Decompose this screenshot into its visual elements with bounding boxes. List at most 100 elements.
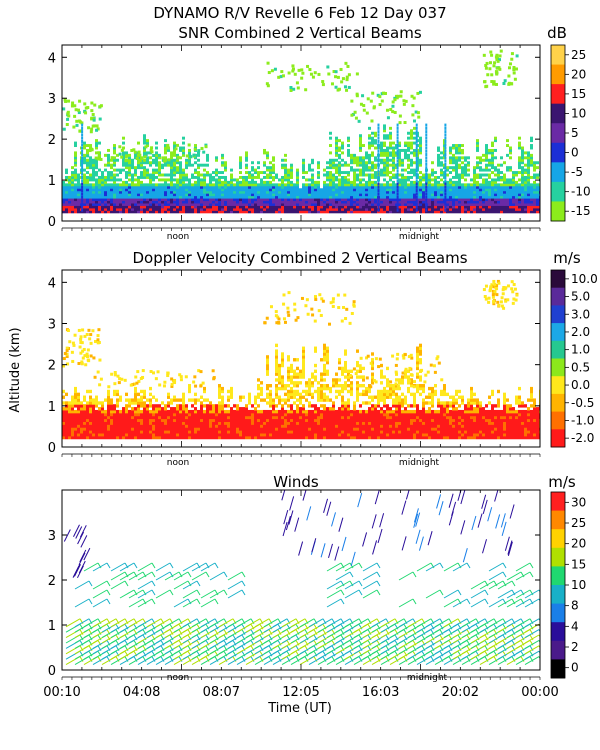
snr-cell <box>362 207 365 211</box>
doppler-cell <box>71 398 74 402</box>
snr-cell <box>371 180 374 184</box>
doppler-cell <box>161 421 164 425</box>
snr-cell <box>176 188 179 192</box>
snr-cell <box>530 161 533 165</box>
snr-cell <box>452 200 455 204</box>
doppler-cell <box>269 418 272 422</box>
snr-cell <box>488 202 491 206</box>
doppler-cell <box>74 435 77 440</box>
snr-cell <box>224 175 227 179</box>
snr-cell <box>174 147 178 151</box>
snr-cell <box>347 205 350 209</box>
snr-cell <box>95 200 98 204</box>
snr-cell <box>506 166 509 170</box>
snr-cell <box>128 205 131 209</box>
snr-cell <box>311 178 314 182</box>
snr-cell <box>86 190 89 194</box>
snr-cell <box>81 208 84 212</box>
snr-cell <box>476 198 479 202</box>
snr-cell <box>329 173 332 177</box>
snr-cell <box>305 205 308 209</box>
snr-cell <box>356 161 359 165</box>
snr-cell <box>339 67 343 71</box>
snr-cell <box>191 210 194 214</box>
snr-cell <box>146 139 149 143</box>
snr-cell <box>197 173 200 177</box>
snr-cell <box>161 166 164 170</box>
doppler-cell <box>107 435 110 440</box>
snr-cell <box>407 198 410 202</box>
snr-cell <box>518 158 521 162</box>
snr-cell <box>257 195 260 199</box>
snr-cell <box>164 190 167 194</box>
snr-cell <box>458 198 461 202</box>
doppler-cell <box>140 389 143 394</box>
doppler-cell <box>302 369 305 373</box>
snr-cell <box>260 202 263 206</box>
snr-cell <box>197 180 200 184</box>
snr-cell <box>514 67 518 71</box>
doppler-cell <box>95 435 98 440</box>
snr-cell <box>143 188 146 192</box>
snr-cell <box>224 185 227 189</box>
snr-cell <box>146 190 149 194</box>
doppler-cell <box>212 412 215 417</box>
doppler-cell <box>284 415 287 420</box>
snr-cell <box>509 190 512 194</box>
doppler-cell <box>191 427 194 431</box>
snr-cell <box>415 159 418 163</box>
doppler-cell <box>131 401 134 405</box>
snr-cell <box>422 190 425 194</box>
snr-cell <box>329 207 332 211</box>
snr-cell <box>68 205 71 209</box>
snr-cell <box>476 183 479 187</box>
snr-cell <box>413 141 416 145</box>
snr-cell <box>326 171 329 175</box>
doppler-cell <box>149 392 152 397</box>
snr-cell <box>81 205 84 209</box>
snr-cell <box>503 79 507 83</box>
snr-cell <box>290 185 293 189</box>
doppler-cell <box>272 418 275 422</box>
snr-cell <box>500 156 503 160</box>
snr-cell <box>398 151 401 155</box>
doppler-cell <box>263 427 266 431</box>
snr-cell <box>68 195 71 199</box>
snr-cell <box>242 185 245 189</box>
snr-noon-label: noon <box>167 232 189 242</box>
snr-cell <box>396 179 399 183</box>
snr-cell <box>182 200 185 204</box>
doppler-cell <box>116 398 119 402</box>
snr-cell <box>221 198 224 202</box>
doppler-cell <box>89 424 92 428</box>
snr-cell <box>83 178 86 182</box>
doppler-cell <box>140 415 143 420</box>
snr-cell <box>356 198 359 202</box>
snr-cell <box>335 193 338 197</box>
snr-cell <box>194 171 197 175</box>
snr-cell <box>368 153 371 157</box>
doppler-cell <box>116 401 119 405</box>
snr-cell <box>356 156 359 160</box>
snr-cell <box>521 166 524 170</box>
doppler-cell <box>68 424 71 428</box>
snr-cell <box>101 171 104 175</box>
snr-cell <box>359 193 362 197</box>
snr-cell <box>107 183 110 187</box>
snr-cell <box>314 185 317 189</box>
snr-cell <box>254 202 257 206</box>
doppler-cell <box>236 433 239 437</box>
snr-cell <box>461 183 464 187</box>
snr-cell <box>510 57 514 61</box>
snr-cell <box>194 161 197 165</box>
doppler-cell <box>113 415 116 420</box>
snr-cell <box>185 207 188 211</box>
snr-cell <box>407 205 410 209</box>
doppler-cell <box>176 435 179 440</box>
snr-cell <box>84 111 88 115</box>
snr-cell <box>476 210 479 214</box>
snr-cell <box>392 156 395 160</box>
snr-cell <box>413 202 416 206</box>
snr-cell <box>359 188 362 192</box>
doppler-cell <box>260 435 263 440</box>
